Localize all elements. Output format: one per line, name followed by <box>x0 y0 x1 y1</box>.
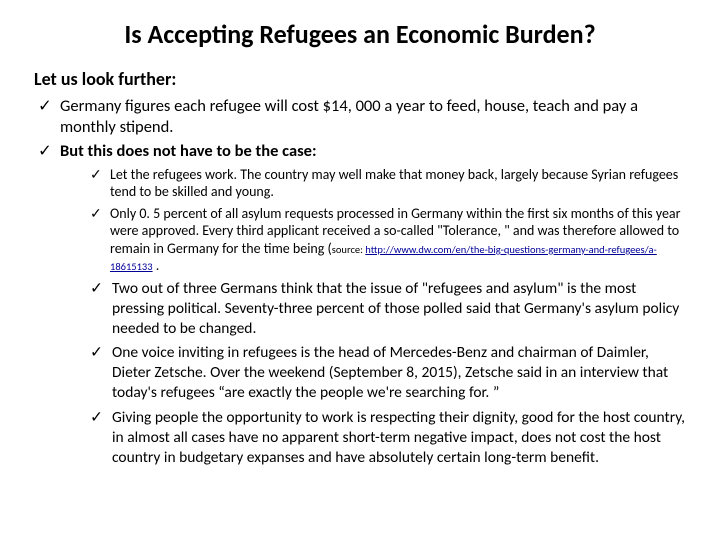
bullet-list-level1: Germany figures each refugee will cost $… <box>34 96 686 467</box>
bullet-text: But this does not have to be the case: <box>60 141 317 161</box>
bullet-text: Giving people the opportunity to work is… <box>112 408 685 467</box>
list-item: Giving people the opportunity to work is… <box>90 408 686 467</box>
subheading: Let us look further: <box>34 68 686 90</box>
list-item: Only 0. 5 percent of all asylum requests… <box>90 205 686 275</box>
source-prefix: source: <box>332 243 366 256</box>
page-title: Is Accepting Refugees an Economic Burden… <box>34 18 686 50</box>
bullet-text: Let the refugees work. The country may w… <box>110 166 678 201</box>
list-item: One voice inviting in refugees is the he… <box>90 343 686 402</box>
bullet-list-level3: Two out of three Germans think that the … <box>60 279 686 467</box>
list-item: Two out of three Germans think that the … <box>90 279 686 338</box>
list-item: Germany figures each refugee will cost $… <box>38 96 686 137</box>
list-item: But this does not have to be the case: L… <box>38 141 686 467</box>
bullet-text: Two out of three Germans think that the … <box>112 279 679 338</box>
bullet-text: One voice inviting in refugees is the he… <box>112 343 668 402</box>
bullet-list-level2: Let the refugees work. The country may w… <box>60 166 686 275</box>
list-item: Let the refugees work. The country may w… <box>90 166 686 201</box>
trail-text: . <box>153 257 160 274</box>
bullet-text: Germany figures each refugee will cost $… <box>60 96 638 137</box>
